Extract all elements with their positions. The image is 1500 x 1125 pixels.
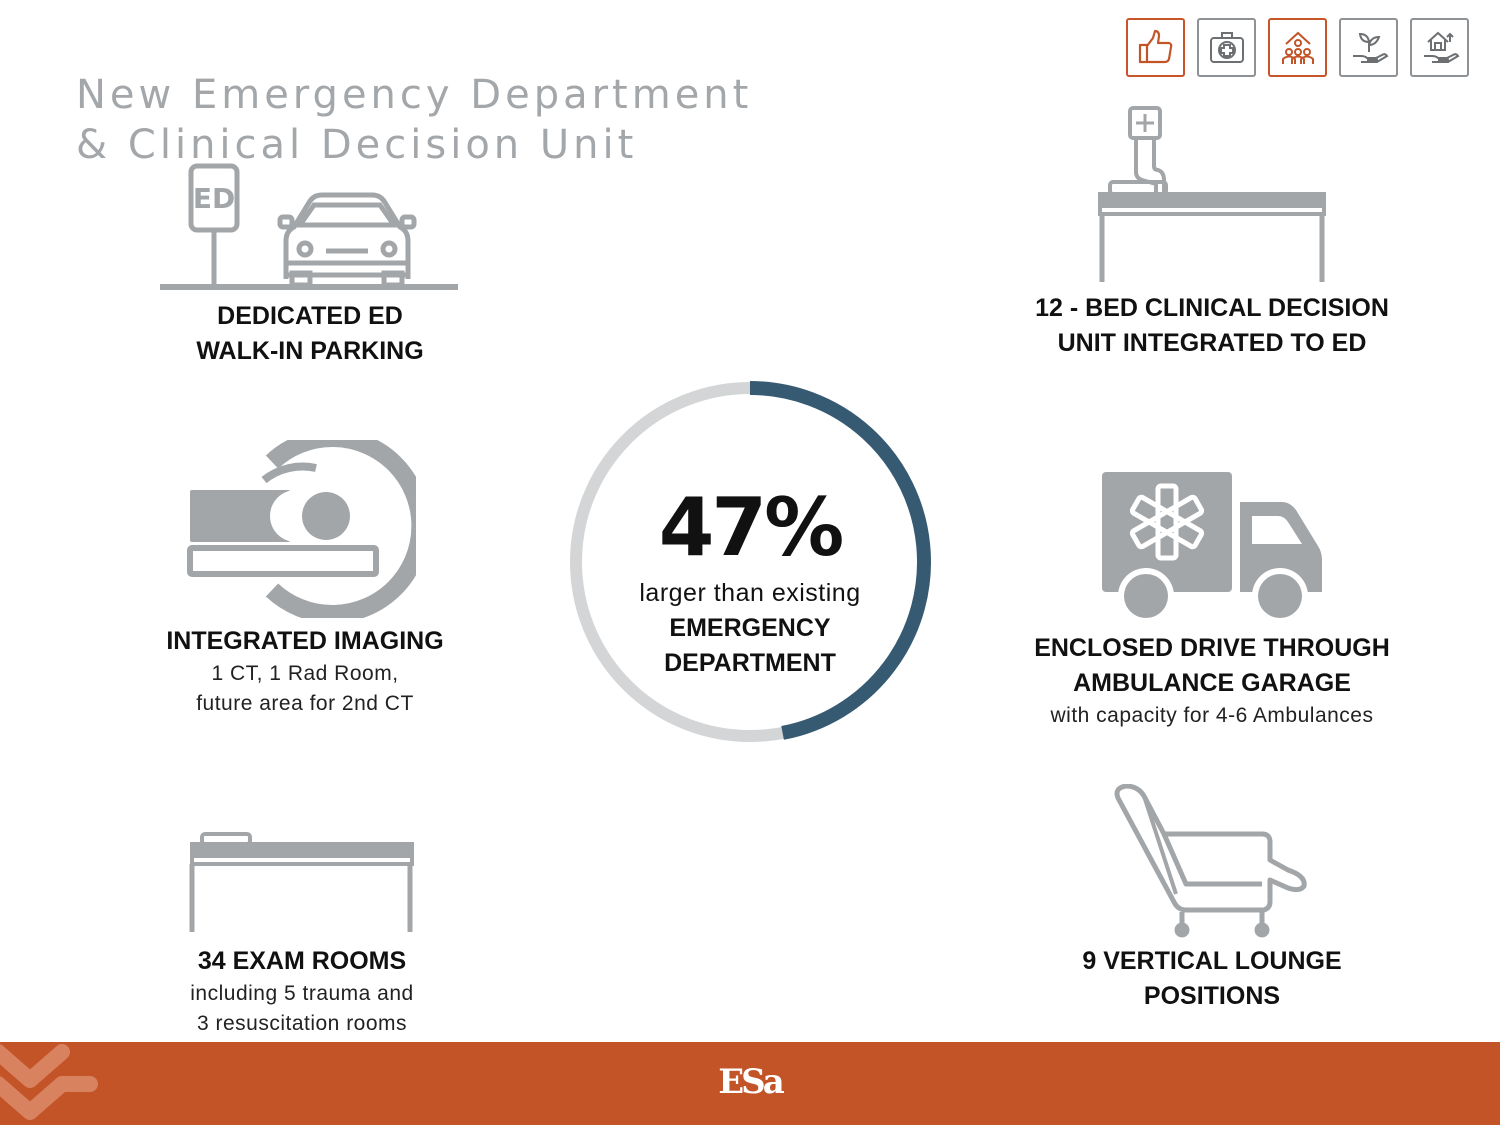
- parking-label: DEDICATED ED WALK-IN PARKING: [140, 299, 480, 369]
- lounge-label: 9 VERTICAL LOUNGE POSITIONS: [1000, 944, 1424, 1014]
- parking-car-icon: ED: [160, 163, 458, 290]
- parking-label-line-2: WALK-IN PARKING: [196, 337, 424, 365]
- medical-kit-icon[interactable]: [1197, 18, 1256, 77]
- percent-value: 47%: [658, 481, 844, 574]
- house-hand-icon[interactable]: [1410, 18, 1469, 77]
- exam-label: 34 EXAM ROOMS: [197, 947, 407, 975]
- garage-label-line-2: AMBULANCE GARAGE: [1073, 669, 1351, 697]
- lounge-label-line-2: POSITIONS: [1143, 982, 1281, 1010]
- title-line-1: New Emergency Department: [76, 72, 753, 118]
- lounge-label-line-1: 9 VERTICAL LOUNGE: [1082, 947, 1342, 975]
- exam-sub: including 5 trauma and 3 resuscitation r…: [120, 979, 484, 1039]
- thumbs-up-icon[interactable]: [1126, 18, 1185, 77]
- percent-stat: 47% larger than existing EMERGENCY DEPAR…: [568, 480, 932, 681]
- plant-hand-icon[interactable]: [1339, 18, 1398, 77]
- imaging-sub-line-1: 1 CT, 1 Rad Room,: [211, 662, 399, 685]
- ct-scanner-icon: [187, 440, 416, 618]
- percent-ring: [570, 381, 932, 742]
- exam-sub-line-2: 3 resuscitation rooms: [196, 1012, 408, 1035]
- title-line-2: & Clinical Decision Unit: [76, 122, 638, 168]
- percent-bold-line-2: DEPARTMENT: [664, 649, 836, 677]
- imaging-sub-line-2: future area for 2nd CT: [196, 692, 414, 715]
- esa-logo: ESa: [718, 1062, 785, 1102]
- garage-label: ENCLOSED DRIVE THROUGH AMBULANCE GARAGE: [990, 631, 1434, 701]
- community-icon[interactable]: [1268, 18, 1327, 77]
- cdu-label-line-1: 12 - BED CLINICAL DECISION: [1035, 294, 1389, 322]
- imaging-sub: 1 CT, 1 Rad Room, future area for 2nd CT: [120, 659, 490, 719]
- exam-bed-icon: [189, 832, 414, 932]
- ed-sign-text: ED: [193, 182, 235, 215]
- recliner-chair-icon: [1114, 784, 1307, 938]
- garage-label-line-1: ENCLOSED DRIVE THROUGH: [1034, 634, 1390, 662]
- cdu-label-line-2: UNIT INTEGRATED TO ED: [1057, 329, 1367, 357]
- cdu-label: 12 - BED CLINICAL DECISION UNIT INTEGRAT…: [990, 291, 1434, 361]
- cdu-bed-icon: [1098, 106, 1326, 282]
- percent-desc: larger than existing: [639, 579, 861, 607]
- top-icon-bar: [1126, 18, 1469, 77]
- percent-ring-fill: [749, 381, 932, 740]
- percent-bold-line-1: EMERGENCY: [669, 614, 831, 642]
- ambulance-icon: [1102, 472, 1322, 624]
- exam-sub-line-1: including 5 trauma and: [190, 982, 414, 1005]
- garage-sub: with capacity for 4-6 Ambulances: [1050, 704, 1374, 727]
- page-title: New Emergency Department & Clinical Deci…: [76, 70, 752, 170]
- parking-label-line-1: DEDICATED ED: [217, 302, 403, 330]
- imaging-label: INTEGRATED IMAGING: [166, 627, 444, 655]
- footer-bar: [0, 1042, 1500, 1125]
- chevron-down-icon: [0, 1044, 98, 1120]
